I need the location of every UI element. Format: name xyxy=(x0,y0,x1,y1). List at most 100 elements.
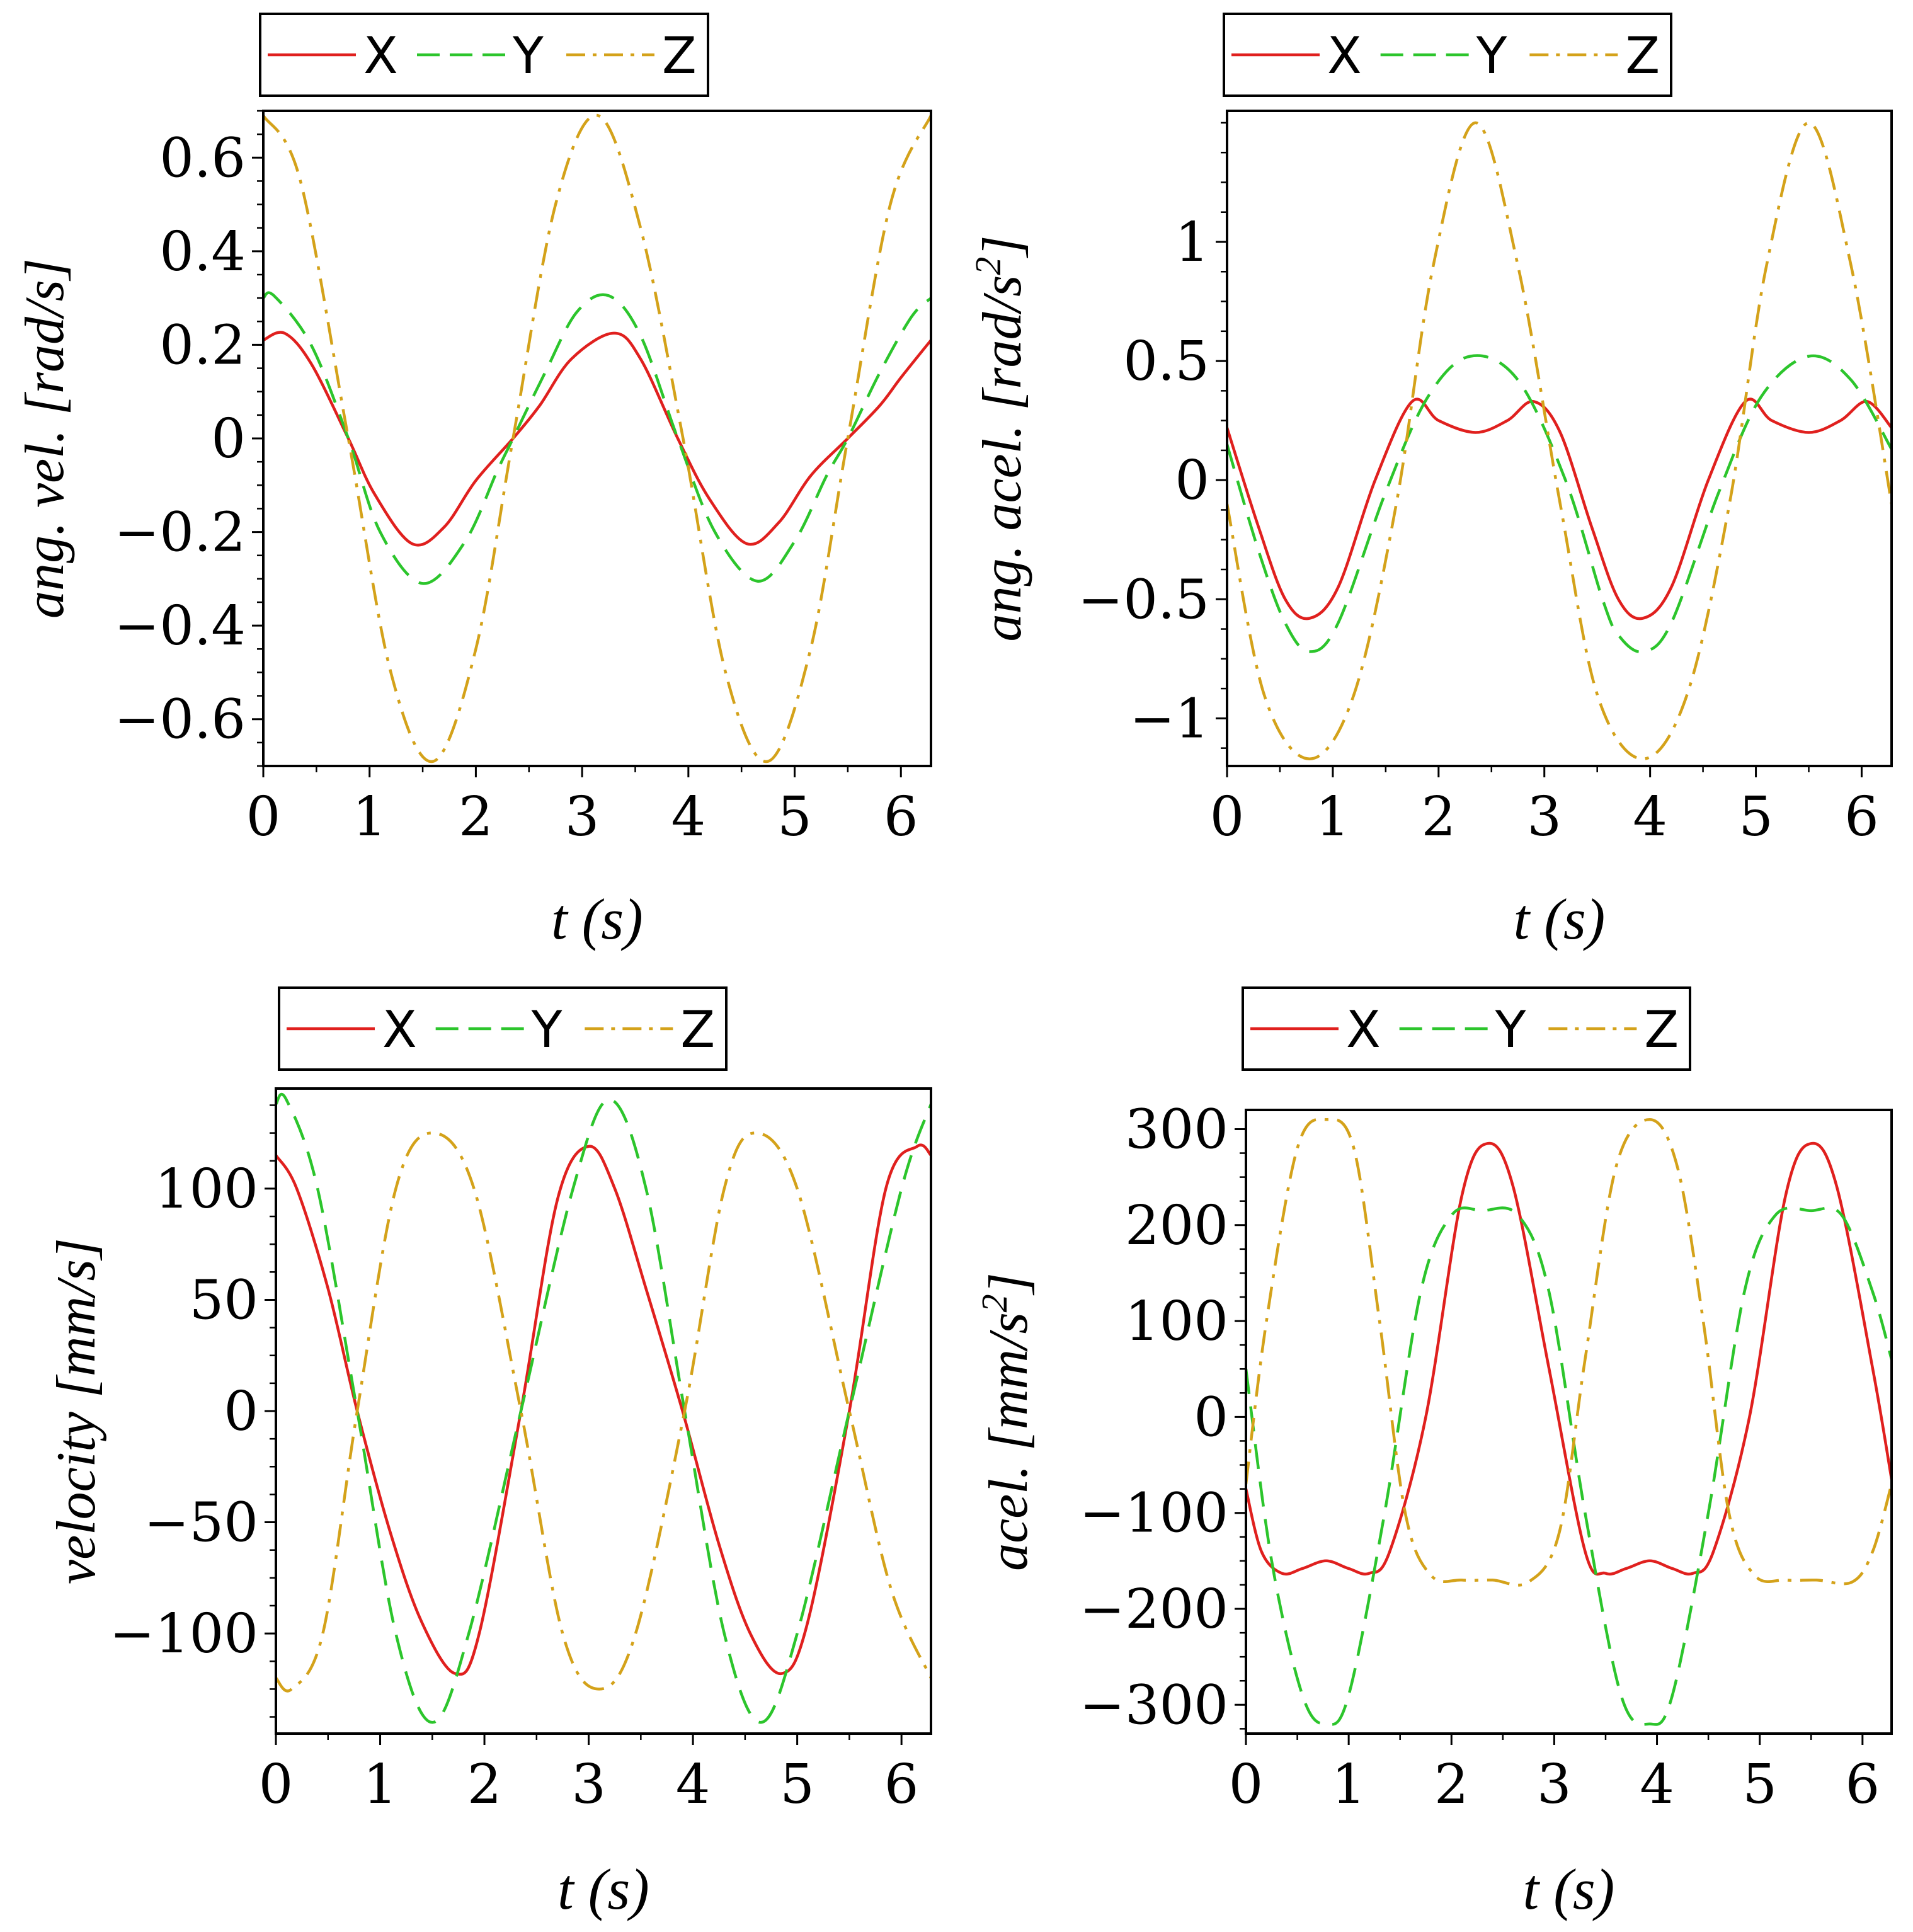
x-tick-label: 6 xyxy=(1845,1753,1880,1816)
y-tick-label: 0 xyxy=(1194,1386,1228,1449)
legend: X Y Z xyxy=(259,13,709,97)
legend-label-y: Y xyxy=(512,26,544,85)
legend-label-z: Z xyxy=(1644,1000,1679,1059)
x-tick-label: 3 xyxy=(1537,1753,1572,1816)
x-axis-label: t (s) xyxy=(557,1857,649,1921)
series-line-z xyxy=(276,1131,931,1693)
y-tick-label: −1 xyxy=(1129,687,1209,750)
x-tick-label: 6 xyxy=(884,1753,919,1816)
x-tick-label: 3 xyxy=(1527,786,1562,849)
x-tick-label: 2 xyxy=(459,786,493,849)
legend: X Y Z xyxy=(1242,986,1691,1071)
y-axis-label: acel. [mm/s2] xyxy=(974,1272,1039,1571)
series-line-x xyxy=(1246,1141,1892,1576)
legend-label-z: Z xyxy=(1625,26,1660,85)
x-tick-label: 2 xyxy=(467,1753,502,1816)
x-tick-label: 5 xyxy=(1739,786,1773,849)
y-tick-label: 0.6 xyxy=(159,127,246,190)
x-tick-label: 2 xyxy=(1421,786,1456,849)
y-axis-label: velocity [mm/s] xyxy=(46,1238,107,1584)
plot-frame xyxy=(262,110,932,767)
legend-label-z: Z xyxy=(680,1000,715,1059)
x-tick-label: 4 xyxy=(671,786,705,849)
y-tick-label: −0.6 xyxy=(114,689,246,752)
series-line-z xyxy=(263,113,931,763)
series-group xyxy=(1246,1117,1892,1726)
y-tick-label: −0.4 xyxy=(114,595,246,658)
series-line-x xyxy=(276,1143,931,1676)
x-tick-label: 0 xyxy=(1229,1753,1264,1816)
legend: X Y Z xyxy=(1223,13,1672,97)
x-tick-label: 1 xyxy=(363,1753,397,1816)
legend: X Y Z xyxy=(278,986,728,1071)
chart-velocity: 0 1 2 3 4 5 6 −100 −50 0 50 100 t (s) velocity [mm/s]… xyxy=(46,986,932,1921)
legend-label-y: Y xyxy=(1495,1000,1527,1059)
x-axis-label: t (s) xyxy=(551,887,643,951)
y-tick-label: 0.2 xyxy=(159,314,246,377)
y-tick-label: 200 xyxy=(1125,1194,1228,1257)
y-tick-label: −200 xyxy=(1080,1578,1228,1641)
x-tick-label: 6 xyxy=(884,786,918,849)
x-tick-label: 0 xyxy=(259,1753,294,1816)
legend-label-z: Z xyxy=(662,26,697,85)
x-tick-label: 0 xyxy=(246,786,281,849)
x-tick-label: 5 xyxy=(780,1753,814,1816)
x-tick-label: 5 xyxy=(777,786,812,849)
y-tick-label: −300 xyxy=(1080,1674,1228,1737)
y-tick-label: 50 xyxy=(190,1269,258,1332)
x-tick-label: 0 xyxy=(1210,786,1245,849)
y-tick-label: 0 xyxy=(1175,449,1209,512)
y-tick-label: 300 xyxy=(1125,1098,1228,1161)
y-tick-label: −50 xyxy=(144,1492,259,1555)
x-tick-label: 6 xyxy=(1844,786,1879,849)
legend-label-x: X xyxy=(363,26,398,85)
series-line-z xyxy=(1246,1117,1892,1587)
x-tick-label: 4 xyxy=(1640,1753,1674,1816)
y-tick-label: 0 xyxy=(224,1380,258,1443)
y-tick-label: 0 xyxy=(211,408,246,471)
x-tick-label: 2 xyxy=(1434,1753,1469,1816)
y-tick-label: 100 xyxy=(155,1158,258,1221)
series-line-x xyxy=(263,331,931,547)
x-tick-label: 4 xyxy=(676,1753,711,1816)
y-tick-label: 0.5 xyxy=(1123,330,1209,393)
series-line-z xyxy=(1227,121,1892,760)
y-tick-label: −100 xyxy=(110,1603,258,1666)
x-axis-label: t (s) xyxy=(1523,1857,1615,1921)
chart-ang-vel: 0 1 2 3 4 5 6 −0.6 −0.4 −0.2 0 0.2 0.4 0.6 t (s) ang. v… xyxy=(14,13,932,951)
y-axis-label: ang. vel. [rad/s] xyxy=(14,258,76,619)
series-group xyxy=(1227,121,1892,760)
y-tick-label: −100 xyxy=(1080,1482,1228,1545)
legend-label-x: X xyxy=(1346,1000,1381,1059)
legend-label-y: Y xyxy=(1476,26,1508,85)
series-line-x xyxy=(1227,397,1892,620)
x-tick-label: 3 xyxy=(565,786,600,849)
y-tick-label: −0.2 xyxy=(114,501,246,564)
x-tick-label: 1 xyxy=(352,786,387,849)
x-tick-label: 4 xyxy=(1633,786,1667,849)
series-line-y xyxy=(1246,1206,1892,1726)
x-axis-label: t (s) xyxy=(1514,887,1606,951)
legend-label-x: X xyxy=(382,1000,417,1059)
x-tick-label: 1 xyxy=(1332,1753,1366,1816)
series-line-y xyxy=(276,1092,931,1724)
legend-label-x: X xyxy=(1327,26,1362,85)
series-group xyxy=(276,1092,931,1724)
legend-label-y: Y xyxy=(531,1000,563,1059)
plot-frame xyxy=(275,1087,932,1735)
y-axis-label: ang. acel. [rad/s2] xyxy=(968,235,1033,641)
series-line-y xyxy=(1227,354,1892,654)
plot-frame xyxy=(1226,110,1893,767)
y-tick-label: −0.5 xyxy=(1078,568,1209,631)
chart-ang-acel: 0 1 2 3 4 5 6 −1 −0.5 0 0.5 1 t (s) ang. acel. [rad/s… xyxy=(968,13,1893,951)
series-line-y xyxy=(263,291,931,585)
series-group xyxy=(263,113,931,763)
x-tick-label: 5 xyxy=(1742,1753,1777,1816)
plot-frame xyxy=(1245,1109,1893,1735)
y-tick-label: 100 xyxy=(1125,1290,1228,1353)
y-tick-label: 1 xyxy=(1175,211,1209,274)
chart-acel: 0 1 2 3 4 5 6 −300 −200 −100 0 100 200 300 t (s) acel. … xyxy=(974,986,1893,1921)
x-tick-label: 3 xyxy=(571,1753,606,1816)
x-tick-label: 1 xyxy=(1316,786,1351,849)
